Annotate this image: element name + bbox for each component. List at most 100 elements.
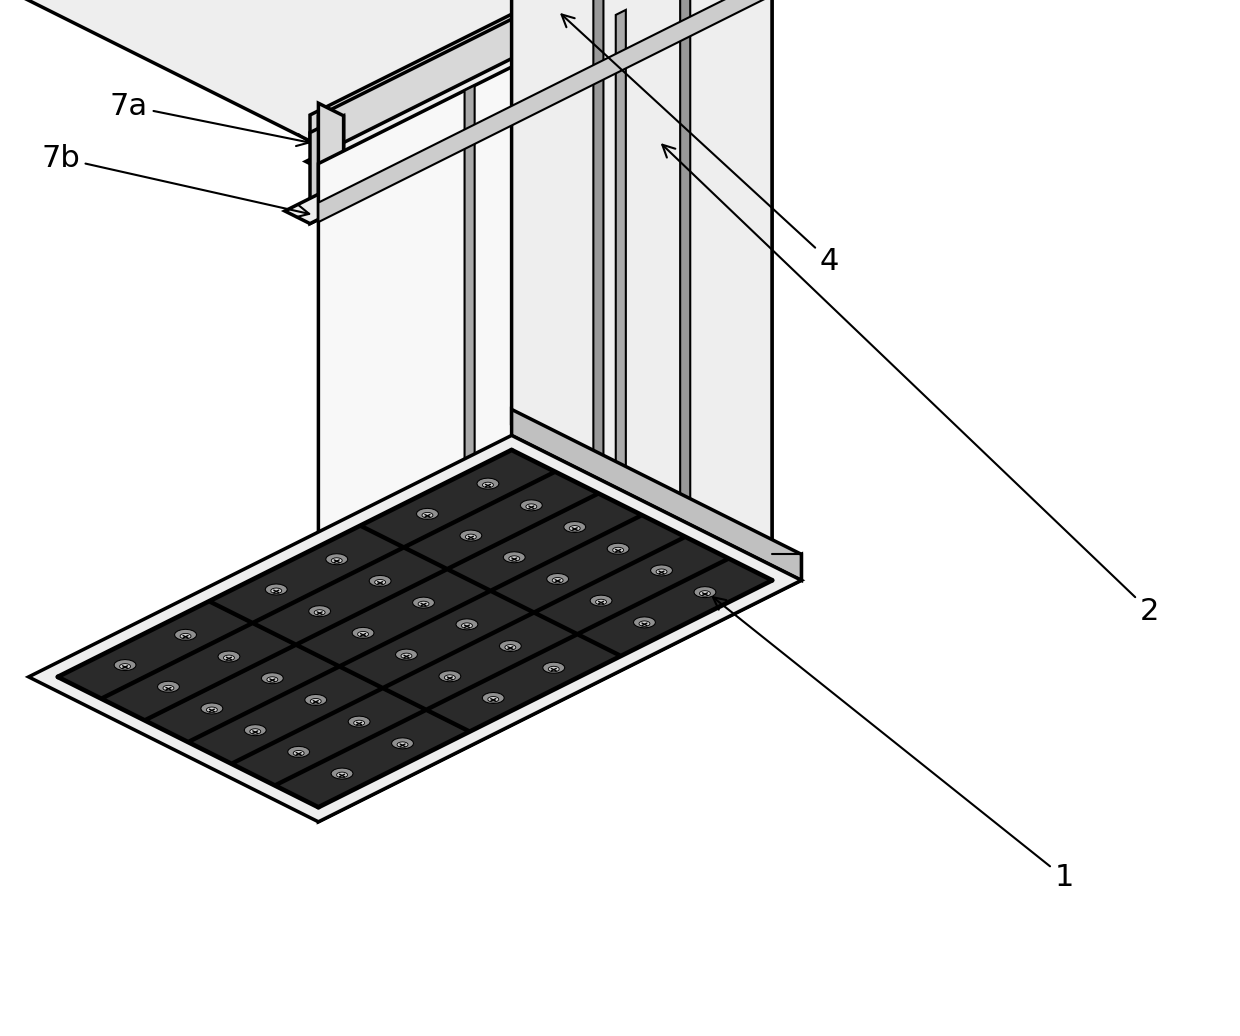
Polygon shape (270, 588, 281, 594)
Polygon shape (512, 409, 801, 580)
Polygon shape (548, 666, 559, 671)
Polygon shape (569, 525, 580, 531)
Text: 4: 4 (562, 15, 839, 276)
Polygon shape (310, 0, 813, 141)
Polygon shape (417, 509, 439, 519)
Polygon shape (595, 599, 606, 605)
Polygon shape (525, 0, 591, 93)
Polygon shape (191, 667, 381, 762)
Polygon shape (288, 746, 310, 757)
Polygon shape (477, 478, 498, 489)
Polygon shape (244, 724, 267, 736)
Polygon shape (580, 559, 770, 655)
Polygon shape (234, 689, 424, 784)
Polygon shape (374, 579, 386, 585)
Polygon shape (639, 621, 650, 627)
Polygon shape (206, 707, 217, 713)
Polygon shape (465, 535, 476, 540)
Polygon shape (543, 662, 564, 673)
Polygon shape (521, 499, 542, 511)
Polygon shape (613, 547, 624, 553)
Text: 7b: 7b (41, 144, 309, 218)
Polygon shape (370, 575, 391, 586)
Polygon shape (326, 553, 347, 565)
Polygon shape (552, 577, 563, 583)
Polygon shape (482, 482, 494, 488)
Polygon shape (418, 601, 429, 607)
Polygon shape (310, 116, 343, 224)
Polygon shape (162, 685, 174, 691)
Polygon shape (487, 696, 498, 702)
Polygon shape (500, 640, 521, 652)
Polygon shape (547, 574, 569, 584)
Polygon shape (357, 631, 368, 637)
Polygon shape (314, 610, 325, 615)
Polygon shape (681, 0, 691, 514)
Polygon shape (439, 670, 461, 682)
Polygon shape (564, 521, 585, 533)
Polygon shape (656, 569, 667, 575)
Polygon shape (508, 555, 520, 562)
Polygon shape (310, 162, 322, 168)
Polygon shape (305, 694, 327, 706)
Polygon shape (401, 653, 412, 659)
Polygon shape (265, 584, 288, 595)
Polygon shape (267, 677, 278, 683)
Polygon shape (397, 742, 408, 747)
Polygon shape (262, 672, 284, 684)
Polygon shape (309, 606, 331, 616)
Polygon shape (634, 616, 656, 628)
Polygon shape (616, 10, 626, 632)
Polygon shape (319, 0, 773, 222)
Polygon shape (299, 571, 489, 665)
Polygon shape (293, 750, 304, 756)
Polygon shape (526, 503, 537, 510)
Polygon shape (392, 738, 414, 749)
Polygon shape (460, 530, 482, 541)
Polygon shape (319, 554, 801, 822)
Polygon shape (249, 728, 260, 735)
Polygon shape (352, 628, 374, 638)
Polygon shape (285, 194, 343, 224)
Polygon shape (29, 435, 801, 822)
Polygon shape (505, 644, 516, 651)
Polygon shape (218, 651, 241, 662)
Polygon shape (331, 557, 342, 564)
Polygon shape (212, 527, 402, 622)
Polygon shape (461, 623, 472, 629)
Text: 1: 1 (713, 597, 1074, 892)
Polygon shape (180, 633, 191, 639)
Polygon shape (319, 104, 343, 207)
Polygon shape (465, 86, 475, 708)
Polygon shape (348, 716, 371, 727)
Polygon shape (651, 565, 672, 576)
Polygon shape (201, 703, 223, 714)
Polygon shape (456, 618, 477, 630)
Polygon shape (175, 629, 197, 640)
Polygon shape (512, 53, 591, 93)
Polygon shape (104, 625, 294, 719)
Polygon shape (336, 772, 347, 778)
Polygon shape (363, 452, 553, 546)
Polygon shape (353, 720, 365, 725)
Polygon shape (386, 613, 575, 709)
Polygon shape (223, 655, 234, 661)
Polygon shape (157, 682, 180, 692)
Polygon shape (594, 0, 604, 470)
Polygon shape (342, 592, 532, 687)
Polygon shape (413, 597, 434, 608)
Polygon shape (422, 513, 433, 518)
Polygon shape (444, 674, 455, 681)
Polygon shape (396, 649, 418, 660)
Polygon shape (255, 549, 445, 643)
Polygon shape (608, 543, 629, 554)
Text: 2: 2 (662, 145, 1159, 626)
Polygon shape (429, 635, 619, 730)
Polygon shape (114, 660, 136, 670)
Polygon shape (0, 0, 813, 141)
Polygon shape (310, 698, 321, 704)
Polygon shape (407, 473, 596, 568)
Polygon shape (482, 692, 505, 703)
Polygon shape (450, 495, 640, 589)
Polygon shape (503, 552, 526, 563)
